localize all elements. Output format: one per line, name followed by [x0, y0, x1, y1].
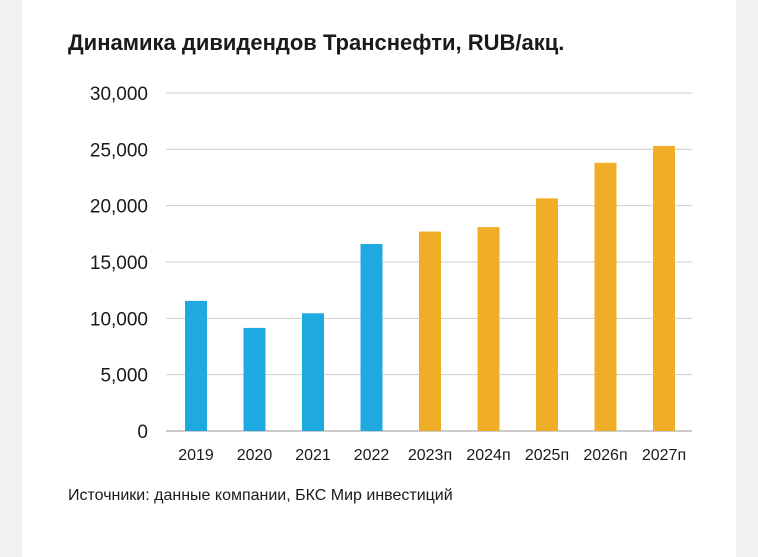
y-tick-label: 25,000	[90, 140, 148, 161]
y-tick-label: 20,000	[90, 197, 148, 218]
x-tick-label: 2023п	[408, 447, 452, 464]
bar-2024п	[477, 227, 500, 431]
x-tick-label: 2020	[237, 447, 273, 464]
y-tick-label: 30,000	[90, 84, 148, 105]
bar-2020	[243, 327, 266, 431]
bar-2026п	[594, 162, 617, 431]
y-tick-label: 10,000	[90, 309, 148, 330]
x-tick-label: 2025п	[525, 447, 569, 464]
bar-2022	[360, 243, 383, 431]
chart-title: Динамика дивидендов Транснефти, RUB/акц.	[68, 30, 565, 55]
bar-2027п	[653, 145, 675, 431]
x-tick-label: 2022	[354, 447, 390, 464]
bar-2023п	[419, 231, 441, 431]
bar-2025п	[536, 198, 558, 431]
x-tick-label: 2027п	[642, 447, 686, 464]
source-note: Источники: данные компании, БКС Мир инве…	[68, 487, 453, 504]
y-tick-label: 15,000	[90, 253, 148, 274]
x-tick-label: 2019	[178, 447, 214, 464]
y-tick-label: 5,000	[100, 366, 148, 387]
bar-chart: 0 5,000 10,000 15,000 20,000 25,000 30,000 2019…	[90, 84, 692, 464]
bar-2021	[302, 313, 324, 431]
y-tick-label: 0	[137, 422, 148, 443]
x-tick-label: 2021	[295, 447, 331, 464]
x-tick-label: 2026п	[583, 447, 627, 464]
x-tick-label: 2024п	[466, 447, 510, 464]
bar-2019	[185, 300, 207, 431]
chart-card: 0 5,000 10,000 15,000 20,000 25,000 30,000 2019…	[22, 0, 736, 557]
